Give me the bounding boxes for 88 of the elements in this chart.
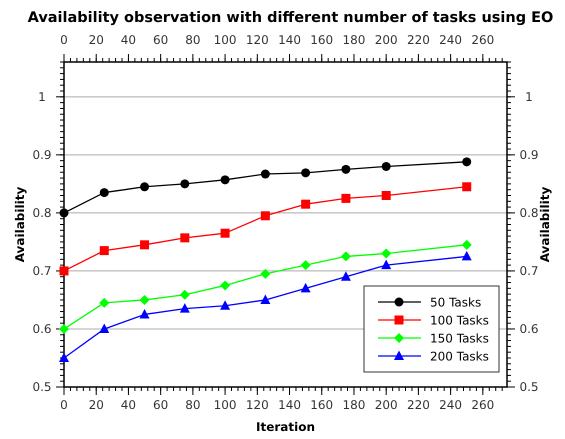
point: [140, 182, 150, 192]
y2-tick-label: 0.5: [519, 380, 539, 394]
x-tick-label: 20: [88, 398, 104, 412]
x2-tick-label: 0: [60, 33, 68, 47]
y-tick-label: 1: [38, 90, 46, 104]
chart-title: Availability observation with different number of tasks using EO: [28, 10, 554, 26]
point: [300, 282, 311, 292]
x-axis-title: Iteration: [256, 420, 315, 434]
x2-tick-label: 40: [120, 33, 136, 47]
point: [382, 162, 391, 171]
point: [381, 260, 392, 270]
point: [220, 300, 230, 310]
point: [220, 175, 230, 184]
x2-tick-label: 160: [310, 33, 334, 47]
y2-tick-label: 0.7: [519, 264, 539, 278]
legend-label: 200 Tasks: [430, 350, 489, 364]
y-tick-label: 0.9: [32, 148, 52, 162]
x2-tick-label: 240: [439, 33, 462, 47]
point: [60, 208, 68, 218]
point: [341, 164, 350, 174]
x-tick-label: 220: [406, 398, 430, 412]
point: [341, 194, 350, 203]
y-tick-label: 0.8: [32, 206, 52, 220]
point: [180, 179, 190, 188]
point: [99, 323, 110, 333]
point: [260, 268, 270, 279]
y-axis-title: Availability: [13, 186, 27, 262]
y-tick-label: 0.7: [32, 264, 52, 278]
y-tick-label: 0.6: [32, 322, 52, 336]
point: [140, 294, 150, 305]
point: [60, 266, 68, 276]
x-tick-label: 60: [153, 398, 168, 412]
y2-tick-label: 1: [525, 90, 533, 104]
y2-tick-label: 0.9: [519, 148, 539, 162]
point: [100, 188, 109, 198]
x-tick-label: 40: [120, 398, 136, 412]
point: [180, 233, 190, 242]
x-tick-label: 180: [342, 398, 366, 412]
x2-tick-label: 140: [278, 33, 301, 47]
x-tick-label: 120: [246, 398, 269, 412]
point: [260, 211, 270, 220]
point: [99, 298, 110, 308]
point: [381, 248, 392, 259]
x2-tick-label: 180: [342, 33, 366, 47]
point: [382, 190, 391, 200]
x2-tick-label: 260: [471, 33, 494, 47]
point: [140, 308, 150, 318]
point: [220, 280, 230, 290]
x-tick-label: 260: [471, 398, 494, 412]
point: [180, 290, 190, 300]
x-tick-label: 80: [185, 398, 201, 412]
x-tick-label: 0: [60, 398, 68, 412]
y2-tick-label: 0.8: [519, 206, 539, 220]
y-tick-label: 0.5: [32, 380, 52, 394]
x2-tick-label: 60: [153, 33, 168, 47]
point: [462, 157, 472, 166]
point: [59, 352, 69, 362]
point: [260, 294, 270, 304]
y2-tick-label: 0.6: [519, 322, 539, 336]
legend-label: 150 Tasks: [430, 332, 489, 346]
point: [462, 250, 472, 260]
point: [260, 170, 270, 179]
x2-tick-label: 80: [185, 33, 201, 47]
x2-tick-label: 20: [88, 33, 104, 47]
point: [180, 303, 190, 313]
point: [300, 260, 311, 270]
point: [301, 168, 310, 178]
point: [140, 240, 150, 250]
x2-tick-label: 220: [406, 33, 430, 47]
point: [462, 240, 472, 250]
x-tick-label: 240: [439, 398, 462, 412]
point: [301, 200, 310, 209]
x2-tick-label: 100: [214, 33, 237, 47]
legend-label: 100 Tasks: [430, 314, 489, 328]
point: [340, 251, 351, 262]
legend-label: 50 Tasks: [430, 296, 482, 310]
x-tick-label: 160: [310, 398, 334, 412]
point: [462, 182, 472, 192]
x-tick-label: 100: [214, 398, 237, 412]
y2-axis-title: Availability: [538, 186, 552, 262]
x-tick-label: 200: [374, 398, 398, 412]
x2-tick-label: 200: [374, 33, 398, 47]
point: [340, 271, 351, 281]
x-tick-label: 140: [278, 398, 301, 412]
x2-tick-label: 120: [246, 33, 269, 47]
point: [100, 246, 109, 256]
point: [59, 324, 69, 334]
point: [220, 228, 230, 238]
